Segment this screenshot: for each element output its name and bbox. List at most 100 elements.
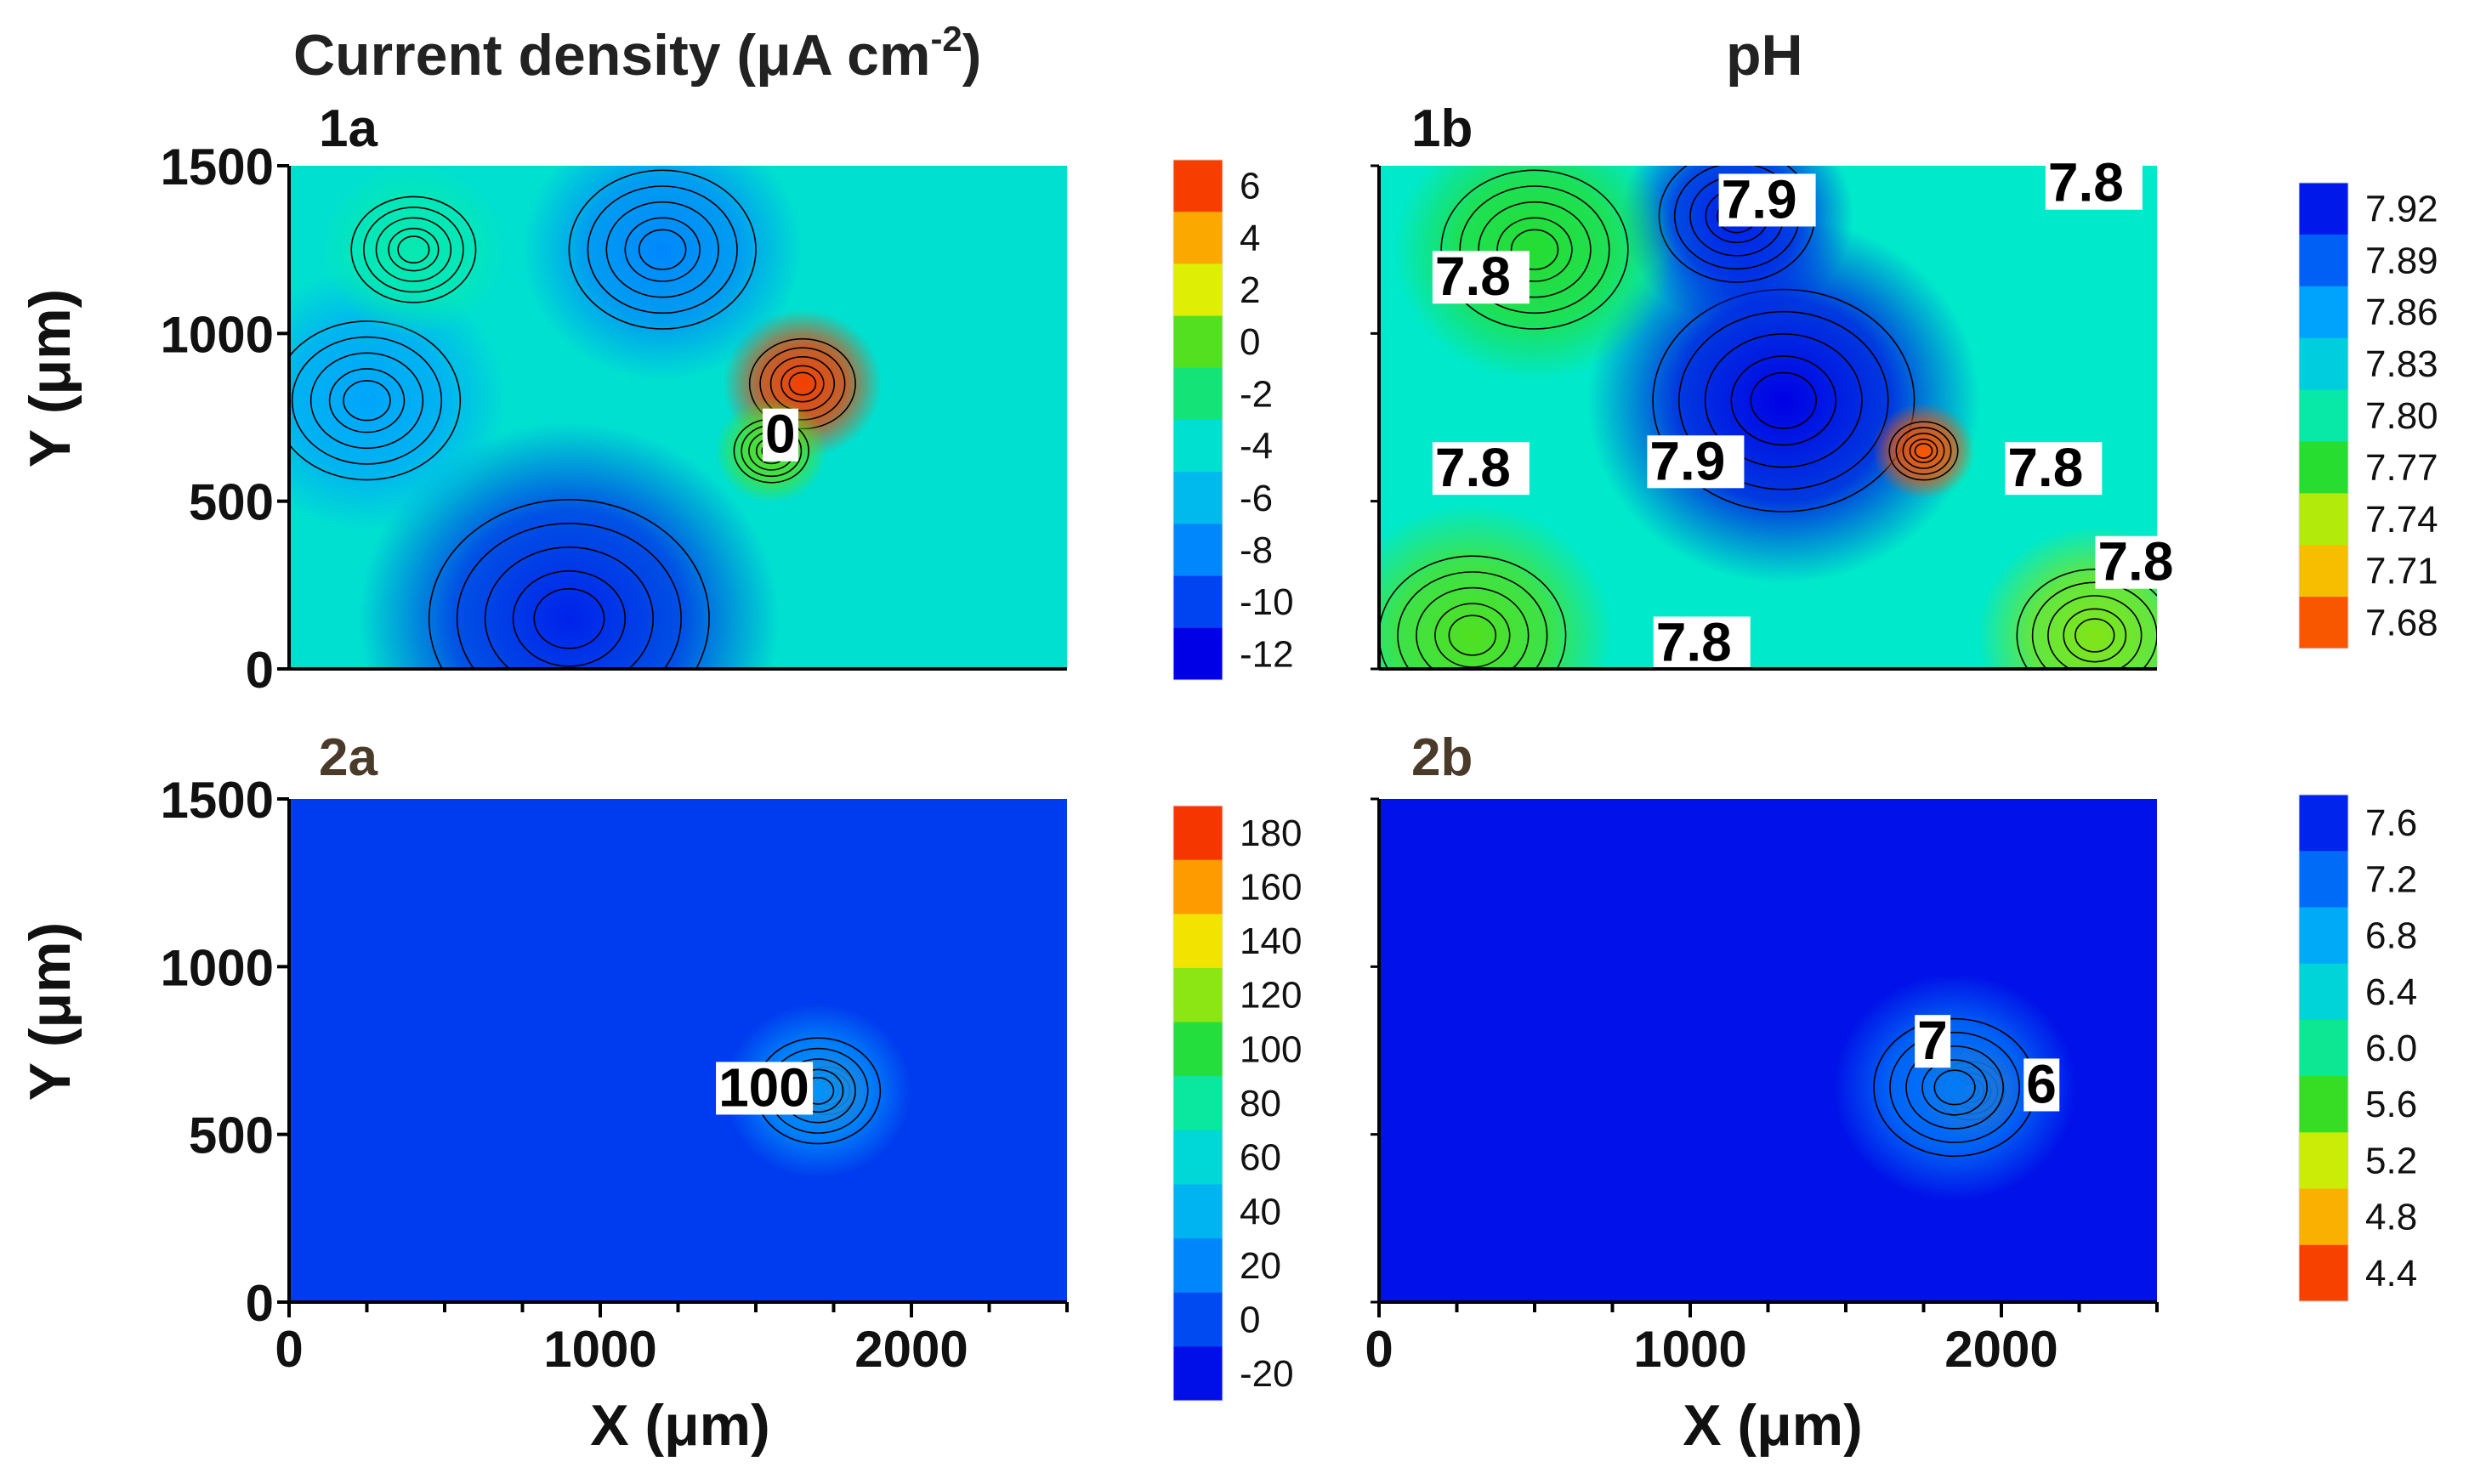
y-tick-label: 1000	[161, 939, 274, 996]
contour-line	[350, 195, 477, 303]
contour-label: 7.8	[2048, 152, 2124, 213]
colorbar-2b: 7.6 7.2 6.8 6.4 6.0 5.6 5.2 4.8 4.4	[2298, 794, 2417, 1302]
colorbar-tick-label: 4	[1240, 218, 1260, 259]
heatmap-blob	[1872, 403, 1975, 499]
colorbar-segment	[1173, 1022, 1223, 1077]
colorbar-1b: 7.92 7.89 7.86 7.83 7.80 7.77 7.74 7.71 7.68	[2298, 182, 2438, 649]
colorbar-tick-label: 5.6	[2365, 1084, 2417, 1125]
contour-line	[1750, 371, 1818, 429]
colorbar-segment	[1173, 1346, 1223, 1402]
colorbar-tick-label: 5.2	[2365, 1140, 2417, 1181]
heatmap-blob	[289, 269, 508, 531]
colorbar-tick-label: 80	[1240, 1083, 1281, 1124]
colorbar-tick-label: 6.8	[2365, 915, 2417, 957]
contour-line	[1921, 1059, 1988, 1116]
contour-label: 7.8	[1435, 437, 1511, 498]
x-axis-title-left: X (μm)	[590, 1393, 770, 1458]
contour-label-bg	[1915, 1015, 1951, 1068]
colorbar-segment	[2299, 1132, 2348, 1190]
contour-label: 7.9	[1722, 168, 1797, 229]
colorbar-tick-label: 2	[1240, 269, 1260, 311]
colorbar-tick-label: 160	[1240, 866, 1302, 908]
panel-tag-2b: 2b	[1411, 728, 1473, 787]
colorbar-segment	[2299, 545, 2348, 598]
contour-line	[1434, 603, 1511, 668]
heatmap-blob	[320, 166, 508, 337]
colorbar-segment	[1173, 472, 1223, 524]
colorbar-tick-label: 7.92	[2365, 188, 2438, 229]
contour-line	[388, 227, 440, 272]
colorbar-segment	[2299, 597, 2348, 649]
column-title-current-density: Current density (μA cm-2)	[293, 19, 981, 88]
contour-line	[2063, 608, 2127, 663]
colorbar-tick-label: 6	[1240, 166, 1260, 207]
contour-line	[788, 371, 817, 396]
colorbar-tick-label: 7.6	[2365, 802, 2417, 844]
colorbar-tick-label: -12	[1240, 633, 1294, 675]
contour-line	[375, 217, 452, 282]
contour-label-bg	[2023, 1058, 2060, 1112]
colorbar-segment	[2299, 493, 2348, 546]
colorbar-tick-label: -4	[1240, 426, 1273, 467]
contour-line	[456, 523, 682, 669]
contour-line	[1510, 229, 1559, 270]
y-tick-label: 0	[246, 1275, 274, 1332]
contour-line	[2047, 595, 2143, 669]
colorbar-segment	[2299, 286, 2348, 339]
contour-line	[1905, 1045, 2004, 1130]
heatmap-blob	[724, 1003, 911, 1178]
contour-line	[568, 169, 757, 330]
colorbar-segment	[2299, 1019, 2348, 1077]
contour-line	[1496, 217, 1573, 282]
colorbar-segment	[1173, 315, 1223, 369]
contour-line	[1902, 433, 1945, 469]
colorbar-segment	[1173, 1076, 1223, 1131]
colorbar-tick-label: 7.68	[2365, 603, 2438, 644]
colorbar-tick-label: 120	[1240, 975, 1302, 1017]
colorbar-segment	[2299, 183, 2348, 235]
contour-label: 100	[718, 1056, 809, 1118]
colorbar-frame	[1172, 805, 1223, 1402]
contour-label-bg	[1432, 442, 1530, 496]
colorbar-segment	[1173, 1130, 1223, 1185]
contour-line	[1730, 355, 1837, 446]
contour-label: 7.8	[1435, 246, 1511, 307]
colorbar-segment	[2299, 907, 2348, 965]
y-tick-label: 1500	[161, 772, 274, 829]
contour-line	[1889, 1031, 2021, 1143]
contour-line	[1909, 438, 1938, 463]
panel-2b-ph-map: 7 6 0 1000 2000	[1365, 797, 2159, 1378]
contour-line	[1704, 333, 1863, 468]
colorbar-frame	[2298, 794, 2349, 1302]
colorbar-tick-label: -6	[1240, 478, 1273, 519]
contour-line	[1416, 586, 1530, 669]
heatmap-background	[289, 799, 1067, 1302]
contour-line	[1397, 571, 1548, 669]
contour-line	[780, 365, 825, 403]
colorbar-tick-label: -10	[1240, 581, 1294, 623]
contour-label: 7.8	[1656, 611, 1732, 672]
contour-line	[2031, 581, 2157, 669]
colorbar-tick-label: 7.77	[2365, 447, 2438, 489]
colorbar-tick-label: 6.4	[2365, 971, 2417, 1013]
contour-line	[397, 235, 430, 264]
colorbar-segment	[1173, 212, 1223, 264]
y-tick-label: 500	[189, 474, 274, 531]
contour-line	[587, 185, 738, 314]
x-tick-label: 2000	[1944, 1321, 2057, 1378]
column-title-ph: pH	[1726, 23, 1803, 88]
colorbar-tick-label: 100	[1240, 1028, 1302, 1070]
panel-1b-ph-map: 7.9 7.87.87.8 7.9 7.87.87.8	[1371, 152, 2193, 672]
colorbar-tick-label: 7.89	[2365, 240, 2438, 281]
colorbar-tick-label: 140	[1240, 920, 1302, 962]
heatmap-blob	[522, 166, 803, 381]
colorbar-segment	[1173, 914, 1223, 969]
contour-label-bg	[2005, 442, 2103, 496]
colorbar-segment	[2299, 337, 2348, 391]
colorbar-segment	[2299, 1244, 2348, 1302]
x-axis-title-right: X (μm)	[1683, 1393, 1863, 1458]
colorbar-tick-label: 180	[1240, 813, 1302, 854]
contour-line	[1440, 169, 1629, 330]
heatmap-blob	[1833, 974, 2076, 1201]
